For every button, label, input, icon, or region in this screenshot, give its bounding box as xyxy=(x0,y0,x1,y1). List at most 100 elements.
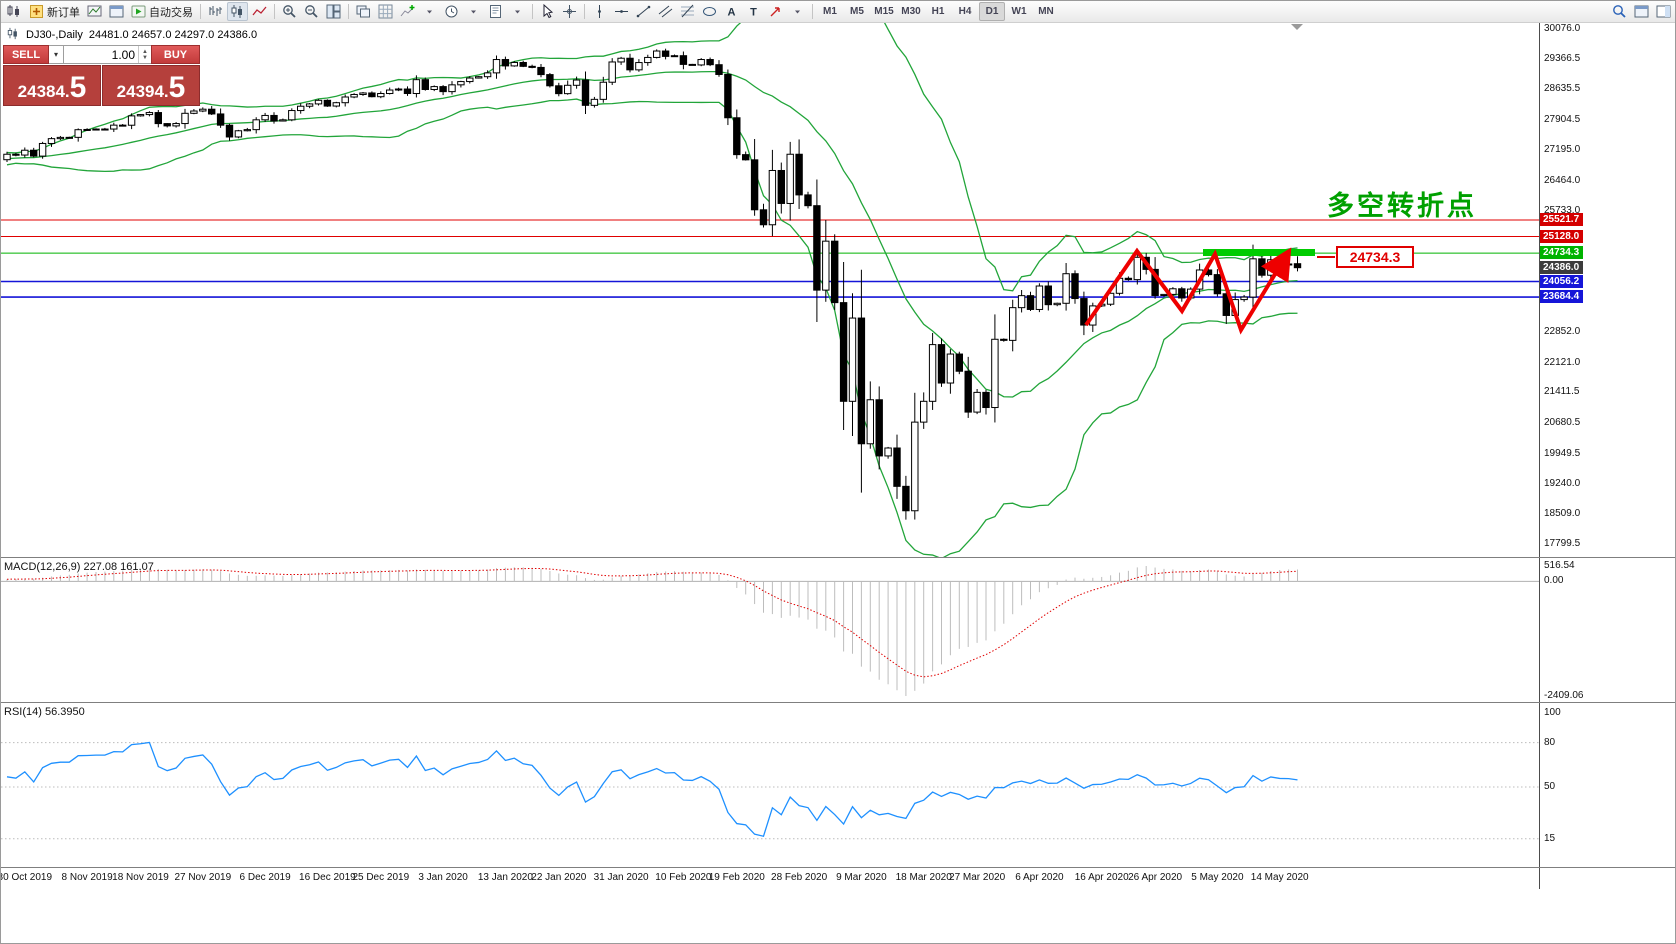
panel-splitter[interactable] xyxy=(1,702,1675,703)
profiles-button[interactable] xyxy=(84,2,105,21)
macd-axis-max: 516.54 xyxy=(1544,560,1575,571)
auto-arrange-button[interactable] xyxy=(353,2,374,21)
candles-icon xyxy=(230,4,245,19)
price-axis-label: 28635.5 xyxy=(1544,83,1581,95)
templates-icon xyxy=(488,4,503,19)
fibonacci-button[interactable] xyxy=(677,2,698,21)
time-axis-label: 6 Apr 2020 xyxy=(1015,872,1064,883)
timeframe-m15[interactable]: M15 xyxy=(874,6,894,17)
text-button[interactable]: A xyxy=(721,2,742,21)
price-axis-label: 19240.0 xyxy=(1544,477,1581,489)
price-axis-label: 22852.0 xyxy=(1544,326,1581,338)
timeframe-m30[interactable]: M30 xyxy=(901,6,921,17)
zoom-out-button[interactable] xyxy=(301,2,322,21)
volume-input[interactable]: 1.00 ▲ ▼ xyxy=(64,45,151,64)
price-tag: 24734.3 xyxy=(1540,246,1584,260)
periods-dropdown[interactable] xyxy=(463,2,484,21)
price-axis-label: 25733.0 xyxy=(1544,205,1581,217)
rsi-axis-label: 100 xyxy=(1544,707,1561,718)
crosshair-button[interactable] xyxy=(559,2,580,21)
dropdown-icon xyxy=(790,4,805,19)
shapes-button[interactable] xyxy=(699,2,720,21)
line-chart-button[interactable] xyxy=(249,2,270,21)
arrows-dropdown[interactable] xyxy=(787,2,808,21)
new-order-button[interactable]: 新订单 xyxy=(26,2,83,21)
svg-text:24734.3: 24734.3 xyxy=(1350,249,1401,265)
time-axis-label: 8 Nov 2019 xyxy=(61,872,113,883)
templates-button[interactable] xyxy=(485,2,506,21)
autotrading-button[interactable]: 自动交易 xyxy=(128,2,196,21)
data-window-button[interactable] xyxy=(106,2,127,21)
time-axis-label: 16 Dec 2019 xyxy=(299,872,356,883)
timeframe-m1[interactable]: M1 xyxy=(823,6,837,17)
toolbar-separator xyxy=(812,4,813,19)
chart-profile-icon xyxy=(87,4,102,19)
bar-chart-button[interactable] xyxy=(205,2,226,21)
volume-dropdown[interactable]: ▾ xyxy=(49,45,64,64)
time-axis-label: 6 Dec 2019 xyxy=(239,872,291,883)
vline-icon xyxy=(592,4,607,19)
grid-button[interactable] xyxy=(375,2,396,21)
volume-value[interactable]: 1.00 xyxy=(111,47,135,62)
templates-dropdown[interactable] xyxy=(507,2,528,21)
timeframe-w1[interactable]: W1 xyxy=(1011,6,1027,17)
periods-icon xyxy=(444,4,459,19)
indicators-icon xyxy=(400,4,415,19)
time-axis[interactable]: 30 Oct 2019 8 Nov 2019 18 Nov 2019 27 Nov 2… xyxy=(1,868,1539,889)
indicators-button[interactable] xyxy=(397,2,418,21)
zoom-in-button[interactable] xyxy=(279,2,300,21)
vertical-line-button[interactable] xyxy=(589,2,610,21)
equidistant-channel-button[interactable] xyxy=(655,2,676,21)
time-axis-label: 9 Mar 2020 xyxy=(836,872,887,883)
price-axis[interactable]: 30076.0 29366.5 28635.5 27904.5 27195.0 26464… xyxy=(1539,23,1675,889)
svg-text:多空转折点: 多空转折点 xyxy=(1327,190,1477,221)
toggle-panel-button[interactable] xyxy=(1653,2,1674,21)
candlestick-chart-button[interactable] xyxy=(227,2,248,21)
sell-price: 24384. xyxy=(17,82,70,101)
timeframe-mn[interactable]: MN xyxy=(1038,6,1054,17)
open-window-button[interactable] xyxy=(1631,2,1652,21)
text-icon: A xyxy=(724,4,739,19)
chevron-down-icon: ▾ xyxy=(53,50,58,59)
dropdown-icon xyxy=(422,4,437,19)
price-axis-label: 20680.5 xyxy=(1544,417,1581,429)
timeframe-h1[interactable]: H1 xyxy=(931,6,945,17)
timeframe-d1[interactable]: D1 xyxy=(979,2,1005,21)
spin-up-icon[interactable]: ▲ xyxy=(142,48,148,55)
rsi-panel[interactable] xyxy=(1,703,1539,867)
horizontal-line-button[interactable] xyxy=(611,2,632,21)
buy-button[interactable]: BUY xyxy=(151,45,200,64)
time-axis-label: 31 Jan 2020 xyxy=(593,872,649,883)
indicators-dropdown[interactable] xyxy=(419,2,440,21)
toolbar: 新订单 自动交易 A T M1 M5 M15 M30 H1 H4 D1 W1 MN xyxy=(1,1,1675,23)
cursor-button[interactable] xyxy=(537,2,558,21)
panel-icon xyxy=(1656,4,1671,19)
time-axis-label: 27 Nov 2019 xyxy=(174,872,232,883)
price-axis-label: 29366.5 xyxy=(1544,52,1581,64)
trendline-button[interactable] xyxy=(633,2,654,21)
main-chart[interactable]: 24734.3 多空转折点 xyxy=(1,23,1539,557)
sell-price-display[interactable]: 24384. 5 xyxy=(3,65,101,106)
one-click-trading-panel: SELL ▾ 1.00 ▲ ▼ BUY 24384. 5 24394. 5 xyxy=(3,45,200,106)
timeframe-m5[interactable]: M5 xyxy=(850,6,864,17)
timeframe-h4[interactable]: H4 xyxy=(958,6,972,17)
panel-splitter[interactable] xyxy=(1,867,1675,868)
tile-windows-button[interactable] xyxy=(323,2,344,21)
spin-down-icon[interactable]: ▼ xyxy=(142,54,148,61)
time-axis-label: 3 Jan 2020 xyxy=(418,872,468,883)
time-axis-label: 14 May 2020 xyxy=(1250,872,1309,883)
svg-text:T: T xyxy=(750,7,757,19)
time-axis-label: 5 May 2020 xyxy=(1191,872,1244,883)
arrows-button[interactable] xyxy=(765,2,786,21)
buy-price-display[interactable]: 24394. 5 xyxy=(102,65,200,106)
panel-splitter[interactable] xyxy=(1,557,1675,558)
toolbar-separator xyxy=(348,4,349,19)
sell-button[interactable]: SELL xyxy=(3,45,49,64)
time-axis-label: 22 Jan 2020 xyxy=(531,872,587,883)
symbol-search-button[interactable] xyxy=(1609,2,1630,21)
macd-panel[interactable] xyxy=(1,558,1539,702)
chart-window-button[interactable] xyxy=(4,2,25,21)
text-label-button[interactable]: T xyxy=(743,2,764,21)
periods-button[interactable] xyxy=(441,2,462,21)
volume-stepper[interactable]: ▲ ▼ xyxy=(138,46,151,63)
